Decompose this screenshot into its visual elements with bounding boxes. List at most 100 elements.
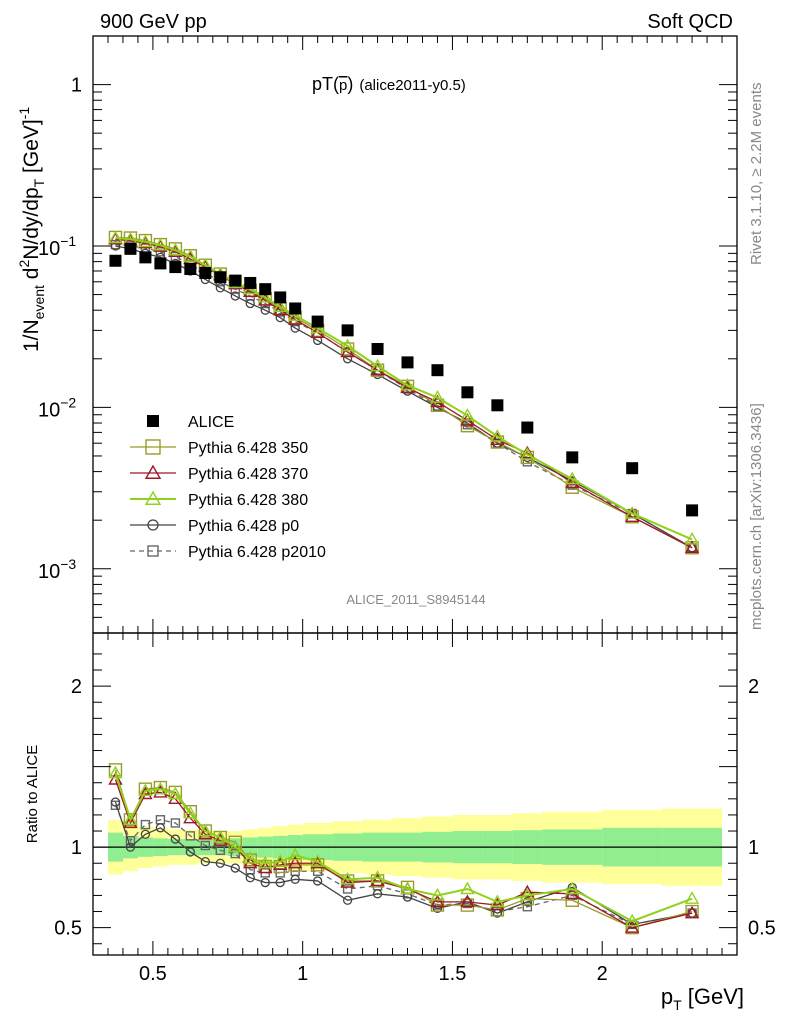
ratio-point-p350 [288, 858, 302, 872]
mcplots-label: mcplots.cern.ch [arXiv:1306.3436] [748, 403, 765, 630]
data-point-p380 [340, 338, 355, 352]
ratio-point-p380 [213, 830, 228, 843]
ratio-point-p0 [110, 797, 121, 807]
ratio-point-p2010 [200, 840, 211, 851]
ratio-point-p370 [520, 884, 535, 898]
data-point-alice [229, 274, 242, 287]
legend-marker-p350 [145, 439, 161, 455]
ratio-point-p0 [215, 858, 225, 868]
ratio-point-p370 [624, 920, 640, 933]
data-point-p380 [168, 242, 183, 256]
ratio-point-p380 [243, 850, 258, 864]
legend-label-p0: Pythia 6.428 p0 [188, 518, 299, 535]
data-point-alice [341, 324, 354, 337]
ratio-point-p380 [684, 891, 700, 904]
ratio-point-p0 [185, 847, 195, 857]
ratio-point-p2010 [125, 835, 136, 846]
ratio-y-tick-label-left: 1 [71, 837, 82, 859]
header-left-label: 900 GeV pp [100, 11, 207, 33]
ratio-point-p0 [155, 823, 166, 833]
series-alice [109, 242, 699, 517]
ratio-point-p0 [372, 889, 383, 899]
ratio-point-p2010 [110, 800, 121, 810]
legend-marker-p370 [144, 464, 162, 479]
ratio-point-p0 [432, 903, 443, 913]
title-close: ) [347, 74, 353, 94]
ratio-point-p380 [198, 823, 213, 837]
data-point-p370 [430, 394, 445, 408]
data-point-p380 [273, 299, 288, 312]
data-point-alice [686, 504, 699, 517]
legend-entry-alice: ALICE [147, 414, 234, 431]
data-point-p0 [230, 291, 240, 301]
ratio-point-p370 [430, 894, 445, 908]
data-point-alice [566, 451, 579, 464]
data-point-alice [259, 283, 272, 296]
data-point-alice [461, 386, 474, 399]
data-point-alice [431, 364, 444, 377]
data-point-p380 [183, 249, 198, 262]
data-point-p380 [153, 237, 168, 251]
ratio-point-p370 [153, 784, 168, 798]
ratio-point-p370 [684, 905, 700, 919]
rivet-version-label: Rivet 3.1.10, ≥ 2.2M events [748, 83, 765, 266]
ratio-point-p2010 [185, 831, 196, 841]
legend-entry-p2010: Pythia 6.428 p2010 [130, 544, 326, 561]
ratio-point-p2010 [522, 902, 533, 912]
ratio-point-p0 [260, 877, 270, 888]
ratio-point-p370 [370, 873, 385, 887]
data-point-p380 [520, 447, 535, 460]
ratio-point-p0 [170, 834, 181, 844]
ratio-point-p370 [490, 897, 505, 911]
ratio-point-p380 [310, 854, 325, 867]
legend-entry-p0: Pythia 6.428 p0 [130, 518, 299, 535]
data-point-p370 [340, 344, 355, 358]
title-suffix: (alice2011-y0.5) [359, 77, 465, 94]
title-antiproton: p [339, 77, 347, 94]
ratio-y-tick-label-left: 0.5 [54, 918, 82, 940]
data-point-alice [311, 315, 324, 328]
ratio-point-p380 [123, 812, 138, 825]
ratio-point-p370 [340, 875, 355, 888]
main-y-tick-label: 10−2 [38, 394, 76, 421]
ratio-point-p2010 [170, 818, 181, 828]
ratio-point-p380 [565, 881, 580, 895]
ratio-point-p0 [140, 829, 151, 839]
ratio-point-p380 [430, 888, 445, 901]
legend-marker-p380 [144, 490, 162, 505]
data-point-alice [199, 267, 212, 280]
ratio-y-tick-label-right: 2 [748, 676, 759, 698]
main-y-axis-label: 1/Nevent d2N/dy/dpT [GeV]-1 [16, 107, 47, 352]
data-point-p370 [370, 362, 385, 376]
ratio-point-p380 [520, 888, 535, 901]
ratio-point-p380 [183, 805, 198, 819]
data-point-p380 [138, 234, 153, 248]
ratio-point-p2010 [215, 845, 226, 856]
ratio-point-p380 [258, 855, 273, 869]
ratio-point-p380 [490, 894, 505, 908]
data-point-p0 [245, 298, 255, 309]
ratio-point-p370 [287, 855, 303, 869]
data-point-alice [244, 276, 257, 289]
ratio-line-p0 [114, 801, 693, 926]
data-point-alice [124, 242, 137, 255]
x-tick-label: 2 [597, 963, 608, 985]
ratio-point-p0 [125, 842, 136, 852]
data-point-alice [289, 302, 302, 315]
x-axis-label: pT [GeV] [661, 984, 744, 1013]
axis-ticks [93, 35, 737, 955]
data-point-p370 [287, 312, 303, 325]
legend-entry-p370: Pythia 6.428 370 [130, 464, 308, 483]
data-point-p380 [430, 390, 445, 403]
data-point-alice [401, 356, 414, 369]
data-point-alice [214, 271, 227, 284]
ratio-point-p380 [153, 781, 168, 795]
x-tick-label: 0.5 [139, 963, 167, 985]
data-point-alice [109, 254, 122, 267]
analysis-watermark: ALICE_2011_S8945144 [346, 592, 485, 607]
data-point-alice [371, 342, 384, 355]
data-point-alice [521, 421, 534, 434]
legend-entry-p380: Pythia 6.428 380 [130, 490, 308, 509]
ratio-point-p0 [313, 876, 323, 886]
